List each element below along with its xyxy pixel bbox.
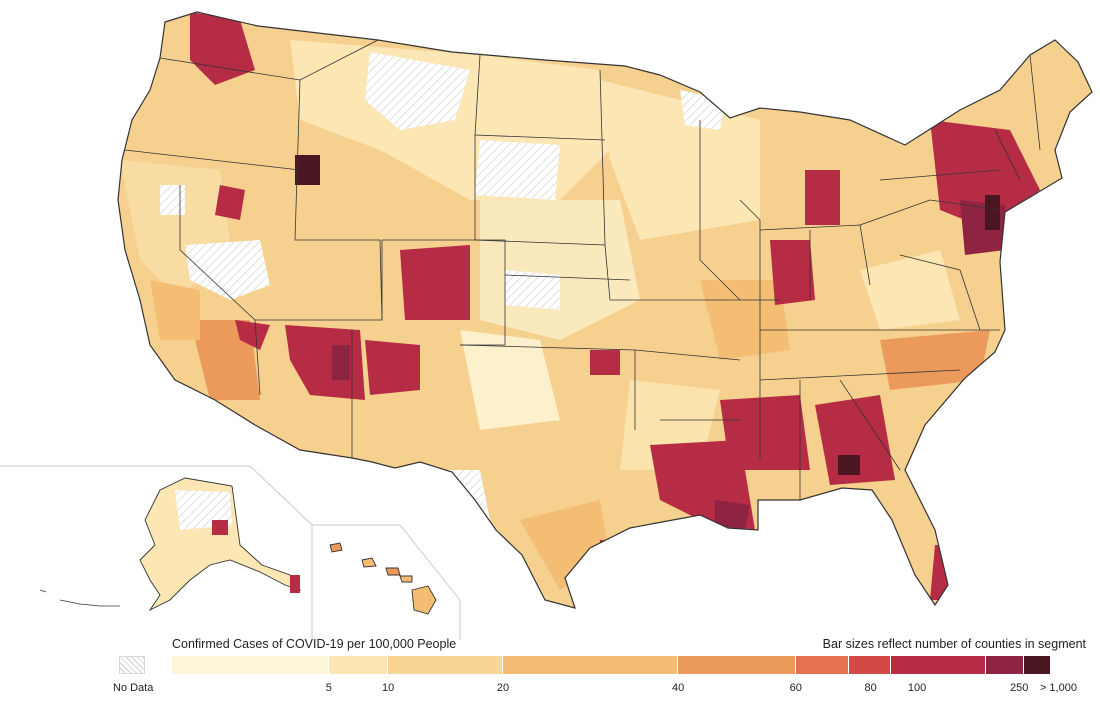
legend-note: Bar sizes reflect number of counties in … — [822, 637, 1086, 651]
alaska — [39, 477, 302, 612]
legend-tick-label: 250 — [1010, 682, 1029, 694]
legend-segment-4 — [503, 656, 679, 674]
legend-segment-8 — [890, 656, 987, 674]
legend-segment-3 — [388, 656, 504, 674]
legend-title: Confirmed Cases of COVID-19 per 100,000 … — [172, 637, 457, 651]
contiguous-us — [117, 11, 1093, 609]
legend-segment-5 — [678, 656, 796, 674]
legend-segment-6 — [795, 656, 849, 674]
legend-segment-2 — [328, 656, 389, 674]
legend-tick-label: 5 — [325, 682, 332, 694]
inset-frame — [0, 465, 461, 640]
legend-tick-label: 80 — [864, 682, 877, 694]
no-data-swatch — [119, 656, 145, 674]
legend-segment-7 — [848, 656, 891, 674]
legend-segment-9 — [986, 656, 1024, 674]
legend-tick-label: 40 — [672, 682, 685, 694]
no-data-label: No Data — [113, 682, 154, 694]
state-boundaries — [124, 39, 1041, 500]
legend-color-bar — [172, 656, 1084, 674]
legend-tick-label: 20 — [496, 682, 510, 694]
legend-segment-10 — [1023, 656, 1052, 674]
us-county-choropleth-map — [0, 11, 1093, 640]
legend-tick-label: 10 — [382, 682, 395, 694]
hawaii — [329, 542, 437, 615]
legend-tick-label: 60 — [789, 682, 802, 694]
legend-tick-label: > 1,000 — [1039, 682, 1077, 694]
legend-tick-label: 100 — [907, 682, 927, 694]
legend-segment-1 — [172, 656, 329, 674]
